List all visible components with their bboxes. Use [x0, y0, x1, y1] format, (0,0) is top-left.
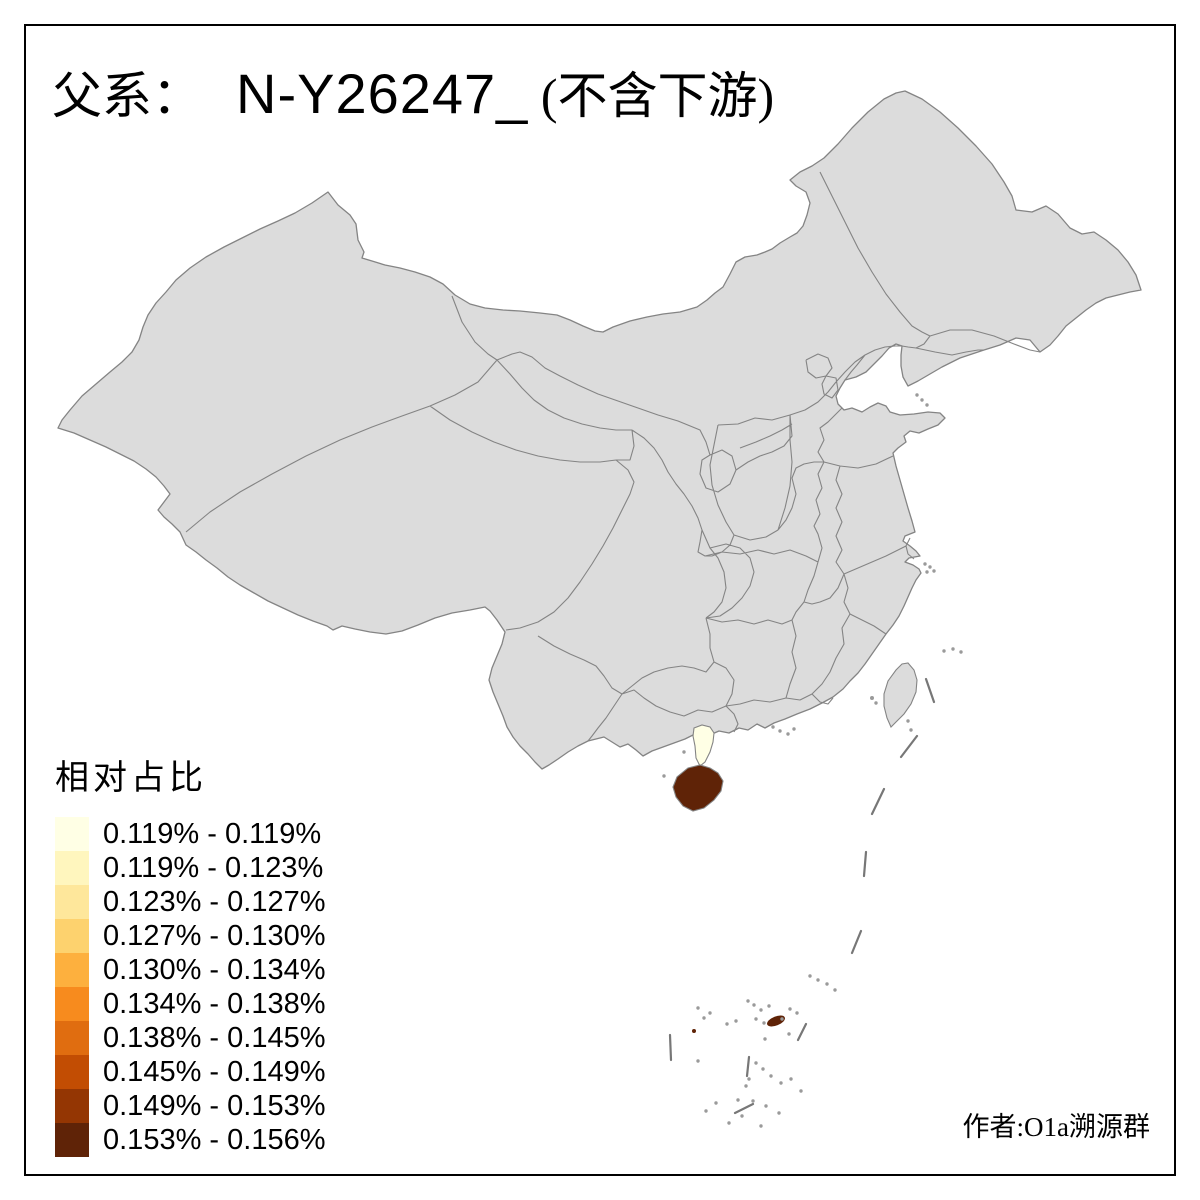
nine-dash-line-segments — [668, 677, 936, 1115]
legend-label: 0.123% - 0.127% — [103, 885, 326, 918]
attribution: 作者:O1a溯源群 — [962, 1112, 1150, 1142]
legend-label: 0.119% - 0.119% — [103, 817, 322, 850]
legend-label: 0.145% - 0.149% — [103, 1055, 326, 1088]
legend-swatch — [55, 817, 89, 851]
legend-swatch — [55, 953, 89, 987]
small-islands — [662, 393, 963, 1128]
xisha-islands — [692, 1015, 785, 1033]
taiwan-region — [883, 662, 918, 728]
legend-row: 0.127% - 0.130% — [55, 919, 325, 953]
legend-row: 0.153% - 0.156% — [55, 1123, 325, 1157]
province-borders — [185, 171, 1041, 742]
title-suffix — [528, 68, 541, 124]
legend-label: 0.130% - 0.134% — [103, 953, 326, 986]
legend-row: 0.138% - 0.145% — [55, 1021, 325, 1055]
legend-label: 0.119% - 0.123% — [103, 851, 324, 884]
legend-label: 0.138% - 0.145% — [103, 1021, 326, 1054]
hainan-region — [672, 764, 724, 812]
legend: 相对占比 0.119% - 0.119% 0.119% - 0.123% 0.1… — [55, 750, 325, 1157]
legend-label: 0.153% - 0.156% — [103, 1123, 326, 1156]
legend-row: 0.119% - 0.123% — [55, 851, 325, 885]
title-suffix-text: (不含下游) — [540, 68, 775, 124]
title-prefix: 父系： — [52, 68, 202, 124]
title-haplogroup: N-Y26247_ — [236, 62, 529, 125]
legend-swatch — [55, 851, 89, 885]
mainland-region — [57, 90, 1142, 770]
legend-label: 0.127% - 0.130% — [103, 919, 326, 952]
leizhou-peninsula-region — [692, 724, 715, 767]
legend-swatch — [55, 1123, 89, 1157]
legend-row: 0.123% - 0.127% — [55, 885, 325, 919]
legend-label: 0.149% - 0.153% — [103, 1089, 326, 1122]
legend-swatch — [55, 919, 89, 953]
legend-row: 0.145% - 0.149% — [55, 1055, 325, 1089]
page-title: 父系： N-Y26247_ (不含下游) — [52, 56, 774, 128]
legend-row: 0.119% - 0.119% — [55, 817, 325, 851]
legend-label: 0.134% - 0.138% — [103, 987, 326, 1020]
legend-row: 0.130% - 0.134% — [55, 953, 325, 987]
legend-row: 0.149% - 0.153% — [55, 1089, 325, 1123]
legend-swatch — [55, 987, 89, 1021]
legend-row: 0.134% - 0.138% — [55, 987, 325, 1021]
legend-title: 相对占比 — [55, 760, 207, 797]
legend-swatch — [55, 1021, 89, 1055]
legend-swatch — [55, 1089, 89, 1123]
legend-swatch — [55, 885, 89, 919]
legend-swatch — [55, 1055, 89, 1089]
